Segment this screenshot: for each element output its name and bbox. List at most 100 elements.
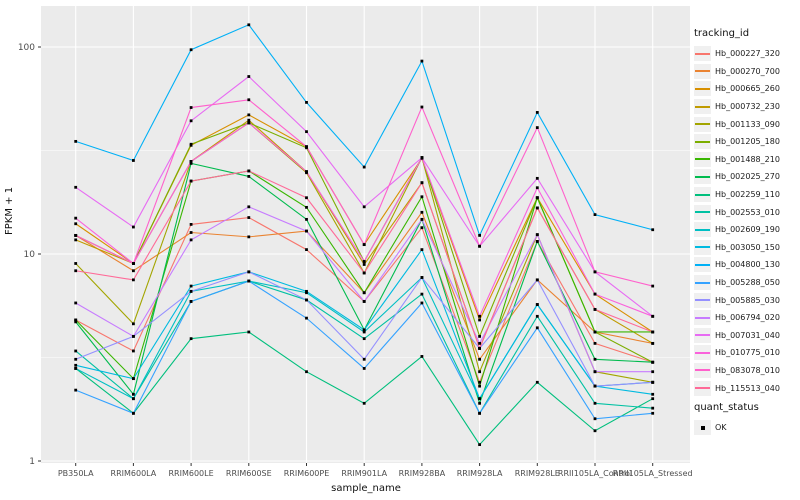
legend-line-swatch <box>695 87 710 90</box>
data-point <box>362 367 366 370</box>
legend-label: Hb_115513_040 <box>715 383 780 393</box>
data-point <box>247 216 251 219</box>
legend-title: quant_status <box>694 402 759 413</box>
data-point <box>74 320 78 324</box>
legend-line-swatch <box>695 281 710 284</box>
data-point <box>420 276 424 279</box>
legend-label: Hb_010775_010 <box>715 348 780 358</box>
legend-entry-Hb_115513_040: Hb_115513_040 <box>694 379 798 397</box>
legend-key <box>694 310 711 326</box>
data-point <box>651 228 655 232</box>
data-point <box>189 48 193 52</box>
legend-line-swatch <box>695 316 710 319</box>
legend-point-swatch <box>700 425 705 430</box>
data-point <box>478 334 481 338</box>
data-point <box>478 314 481 318</box>
data-point <box>74 238 78 242</box>
data-point <box>593 270 597 274</box>
data-point <box>535 186 539 190</box>
legend-line-swatch <box>695 211 710 214</box>
legend-label: Hb_005885_030 <box>715 295 780 305</box>
data-point <box>478 357 481 361</box>
data-point <box>651 314 655 318</box>
legend-key <box>694 187 711 203</box>
data-point <box>420 156 424 160</box>
x-tick-label: RRIM600PE <box>284 469 330 478</box>
data-point <box>74 216 78 220</box>
legend-line-swatch <box>695 140 710 143</box>
legend-line-swatch <box>695 123 710 126</box>
data-point <box>651 397 655 401</box>
legend-line-swatch <box>695 369 710 372</box>
data-point <box>651 392 655 396</box>
data-point <box>189 238 193 242</box>
data-point <box>132 334 135 338</box>
legend-label: Hb_002609_190 <box>715 225 780 235</box>
data-point <box>132 349 135 353</box>
legend-key <box>694 345 711 361</box>
data-point <box>305 229 308 233</box>
data-point <box>535 326 539 330</box>
data-point <box>189 300 193 303</box>
data-point <box>74 388 78 392</box>
data-point <box>189 289 193 293</box>
data-point <box>74 357 78 361</box>
x-axis-title: sample_name <box>331 483 401 494</box>
legend-label: Hb_000732_230 <box>715 102 780 112</box>
data-point <box>189 106 193 109</box>
legend-entry-Hb_002259_110: Hb_002259_110 <box>694 186 798 204</box>
x-tick-label: RRIM901LA <box>341 469 387 478</box>
data-point <box>74 363 78 367</box>
legend-key <box>694 239 711 255</box>
data-point <box>305 205 308 209</box>
data-point <box>478 380 481 384</box>
data-point <box>478 397 481 401</box>
data-point <box>74 262 78 265</box>
legend-entry-quant-OK: OK <box>694 419 798 437</box>
legend-entry-Hb_006794_020: Hb_006794_020 <box>694 309 798 327</box>
data-point <box>420 301 424 305</box>
legend-line-swatch <box>695 246 710 249</box>
legend-title: tracking_id <box>694 28 750 39</box>
data-point <box>362 300 366 303</box>
data-point <box>651 411 655 415</box>
legend-line-swatch <box>695 105 710 108</box>
legend-line-swatch <box>695 263 710 266</box>
data-point <box>189 222 193 226</box>
legend-line-swatch <box>695 175 710 178</box>
data-point <box>651 360 655 364</box>
data-point <box>305 145 308 149</box>
data-point <box>651 406 655 410</box>
legend-label: Hb_006794_020 <box>715 313 780 323</box>
data-point <box>305 298 308 302</box>
data-point <box>362 337 366 341</box>
data-point <box>535 380 539 384</box>
legend-entry-Hb_007031_040: Hb_007031_040 <box>694 327 798 345</box>
data-point <box>593 341 597 345</box>
legend-key <box>694 81 711 97</box>
legend-label: Hb_001205_180 <box>715 137 780 147</box>
data-point <box>420 217 424 221</box>
data-point <box>305 100 308 104</box>
legend-key <box>694 420 711 436</box>
data-point <box>478 370 481 374</box>
legend-label: OK <box>715 423 727 433</box>
legend-entries: Hb_000227_320 Hb_000270_700 Hb_000665_260 H… <box>694 45 798 397</box>
legend-label: Hb_000227_320 <box>715 49 780 59</box>
data-point <box>305 316 308 320</box>
x-tick-label: PB350LA <box>58 469 94 478</box>
data-point <box>535 233 539 237</box>
data-point <box>74 367 78 370</box>
legend-entry-Hb_004800_130: Hb_004800_130 <box>694 256 798 274</box>
legend-quant-status: quant_status OK <box>694 402 798 437</box>
data-point <box>305 370 308 374</box>
data-point <box>593 213 597 217</box>
data-point <box>420 248 424 252</box>
data-point <box>651 284 655 288</box>
data-point <box>478 341 481 345</box>
data-point <box>247 205 251 209</box>
data-point <box>362 165 366 169</box>
legend-line-swatch <box>695 158 710 161</box>
legend-key <box>694 99 711 115</box>
